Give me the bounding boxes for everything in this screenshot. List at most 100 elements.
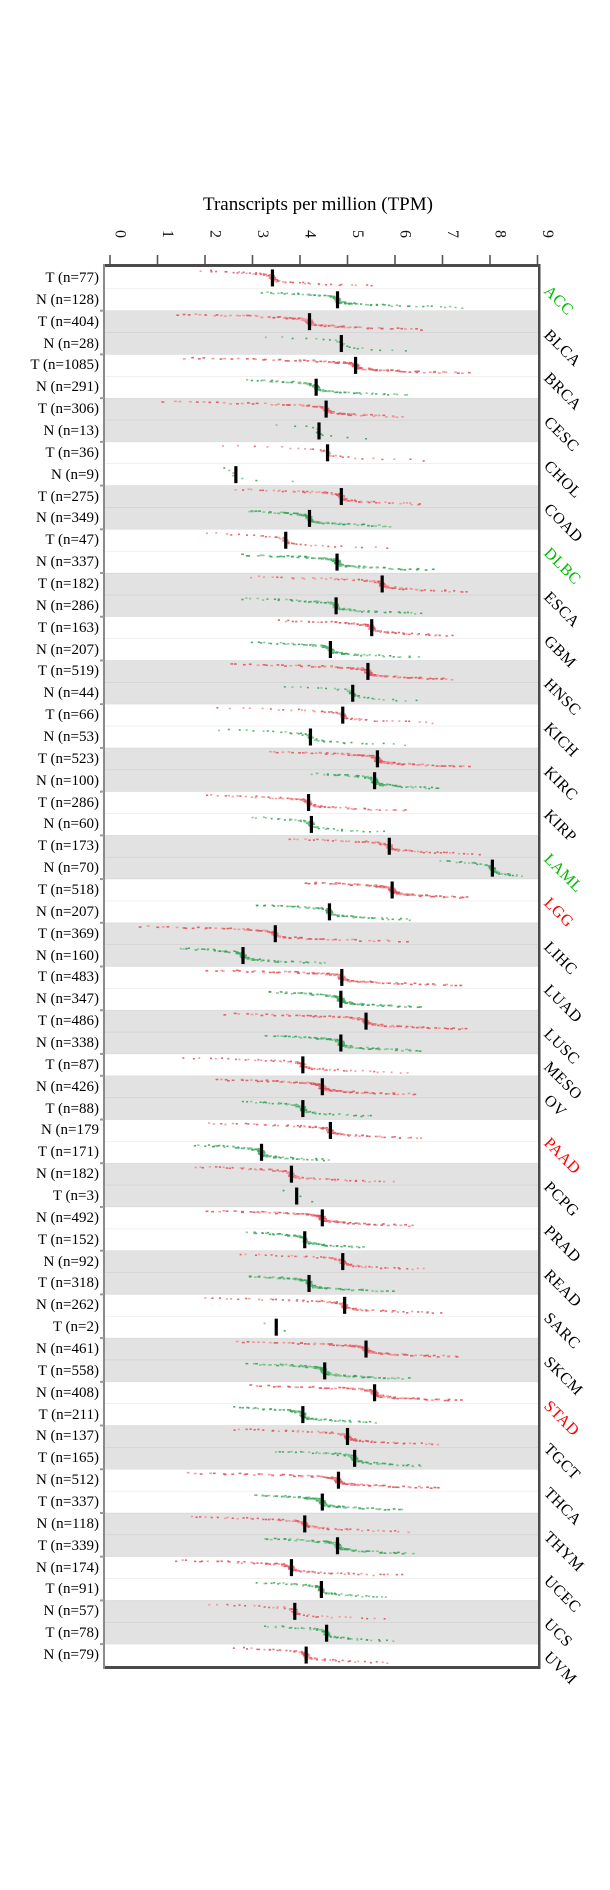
median-bar-HNSC-normal: [351, 684, 355, 702]
group-tick: [100, 1468, 104, 1471]
group-tick: [100, 1162, 104, 1165]
row-label-STAD-normal: T (n=211): [38, 1406, 99, 1423]
median-bar-KICH-normal: [308, 728, 313, 746]
median-bar-BLCA-normal: [339, 335, 343, 353]
band-KIRC: [105, 747, 538, 792]
row-label-BLCA-normal: N (n=28): [43, 335, 99, 352]
chart-title: Transcripts per million (TPM): [203, 194, 433, 215]
row-label-BRCA-normal: N (n=291): [35, 379, 99, 396]
median-bar-CHOL-tumor: [325, 444, 330, 462]
median-bar-PCPG-tumor: [289, 1165, 294, 1183]
group-tick: [100, 440, 104, 443]
median-bar-KICH-tumor: [341, 706, 345, 724]
median-bar-BRCA-normal: [314, 378, 318, 396]
group-tick: [100, 309, 104, 312]
plot-border-top: [103, 264, 541, 267]
row-label-KIRP-tumor: T (n=286): [37, 794, 99, 811]
group-tick: [100, 659, 104, 662]
row-label-ESCA-normal: N (n=286): [35, 597, 99, 614]
row-label-HNSC-normal: N (n=44): [43, 685, 99, 702]
row-label-LAML-tumor: T (n=173): [37, 838, 99, 855]
median-bar-READ-normal: [307, 1274, 311, 1292]
median-bar-KIRC-tumor: [375, 750, 380, 768]
row-label-LUAD-tumor: T (n=483): [37, 969, 99, 986]
band-PAAD: [105, 1119, 538, 1164]
band-UCS: [105, 1600, 538, 1645]
band-ACC: [105, 267, 538, 311]
median-bar-LAML-tumor: [387, 837, 391, 855]
median-bar-SKCM-tumor: [364, 1340, 368, 1358]
median-bar-LUAD-normal: [339, 990, 343, 1008]
row-label-COAD-normal: N (n=349): [35, 510, 99, 527]
row-label-PRAD-tumor: N (n=492): [35, 1209, 99, 1226]
median-bar-ACC-tumor: [270, 269, 275, 287]
median-bar-OV-tumor: [320, 1078, 324, 1096]
median-bar-OV-normal: [301, 1100, 305, 1118]
band-LIHC: [105, 922, 538, 967]
median-bar-COAD-normal: [307, 509, 312, 527]
row-label-ACC-normal: N (n=128): [35, 291, 99, 308]
x-tick-label: 7: [444, 230, 461, 238]
median-bar-PAAD-normal: [259, 1143, 264, 1161]
group-tick: [100, 834, 104, 837]
median-bar-THCA-tumor: [336, 1471, 341, 1489]
band-HNSC: [105, 660, 538, 705]
group-tick: [100, 965, 104, 968]
median-bar-LGG-tumor: [390, 881, 394, 899]
row-label-STAD-tumor: N (n=408): [35, 1384, 99, 1401]
median-bar-UCEC-normal: [319, 1580, 323, 1598]
group-tick: [100, 1380, 104, 1383]
row-label-PAAD-normal: T (n=171): [37, 1144, 99, 1161]
median-bar-SARC-tumor: [343, 1296, 347, 1314]
x-tick-label: 1: [159, 230, 176, 238]
row-label-PAAD-tumor: N (n=179: [40, 1122, 99, 1139]
median-bar-BLCA-tumor: [307, 313, 312, 331]
group-tick: [100, 790, 104, 793]
row-label-BLCA-tumor: T (n=404): [37, 313, 99, 330]
row-label-KIRC-normal: N (n=100): [35, 772, 99, 789]
group-tick: [100, 572, 104, 575]
row-label-TGCT-tumor: N (n=137): [35, 1428, 99, 1445]
row-label-READ-tumor: N (n=92): [43, 1253, 99, 1270]
row-label-READ-normal: T (n=318): [37, 1275, 99, 1292]
group-tick: [100, 615, 104, 618]
median-bar-SKCM-normal: [323, 1362, 327, 1380]
group-tick: [100, 1074, 104, 1077]
median-bar-LIHC-tumor: [273, 925, 277, 943]
row-label-KICH-normal: N (n=53): [43, 728, 99, 745]
dot-row-LIHC-tumor: [138, 925, 409, 943]
row-label-UVM-tumor: N (n=79): [43, 1647, 99, 1664]
row-label-MESO-tumor: T (n=87): [45, 1056, 99, 1073]
row-label-THCA-tumor: N (n=512): [35, 1472, 99, 1489]
band-ESCA: [105, 573, 538, 617]
row-label-BRCA-tumor: T (n=1085): [30, 357, 99, 374]
row-label-LAML-normal: N (n=70): [43, 860, 99, 877]
median-bar-ACC-normal: [335, 291, 340, 309]
band-MESO: [105, 1053, 538, 1076]
band-DLBC: [105, 529, 538, 574]
group-tick: [100, 1643, 104, 1646]
median-bar-LIHC-normal: [241, 947, 245, 965]
row-label-SKCM-tumor: N (n=461): [35, 1341, 99, 1358]
median-bar-SARC-normal: [274, 1318, 278, 1336]
row-label-SARC-normal: T (n=2): [52, 1319, 99, 1336]
x-tick-label: 4: [302, 230, 319, 238]
median-bar-KIRP-tumor: [306, 794, 311, 812]
group-tick: [100, 353, 104, 356]
median-bar-COAD-tumor: [339, 488, 343, 506]
group-tick: [100, 1205, 104, 1208]
median-bar-CHOL-normal: [234, 466, 238, 484]
row-label-GBM-tumor: T (n=163): [37, 619, 99, 636]
row-label-UCEC-normal: T (n=91): [45, 1581, 99, 1598]
row-label-DLBC-tumor: T (n=47): [45, 532, 99, 549]
row-label-UCEC-tumor: N (n=174): [35, 1559, 99, 1576]
group-tick: [100, 1293, 104, 1296]
row-label-ESCA-tumor: T (n=182): [37, 575, 99, 592]
median-bar-LGG-normal: [327, 903, 332, 921]
row-label-THYM-normal: T (n=339): [37, 1537, 99, 1554]
band-KIRP: [105, 791, 538, 836]
band-LUSC: [105, 1010, 538, 1054]
band-STAD: [105, 1381, 538, 1426]
group-tick: [100, 1337, 104, 1340]
